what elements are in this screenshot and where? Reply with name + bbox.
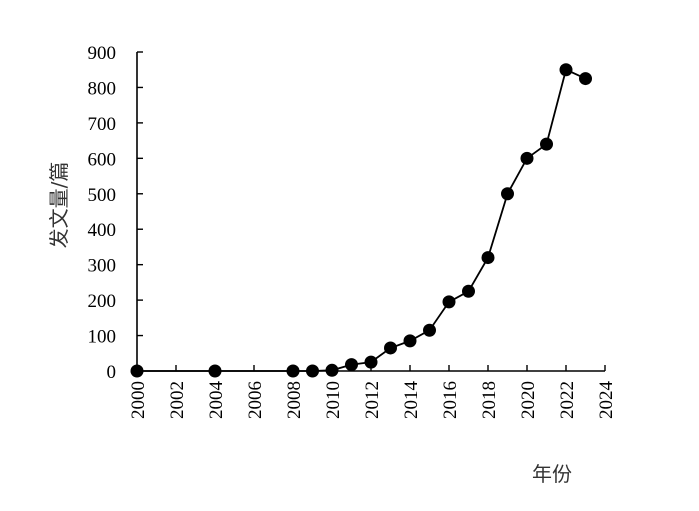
x-tick-label: 2010 (323, 381, 344, 419)
y-tick-label: 700 (88, 114, 117, 135)
x-tick-label: 2024 (596, 381, 617, 420)
data-point (423, 323, 436, 337)
x-tick-label: 2014 (401, 381, 422, 420)
x-tick-label: 2002 (167, 381, 188, 419)
x-tick-label: 2018 (479, 381, 500, 419)
y-ticks: 0 100 200 300 400 500 600 700 800 900 (88, 43, 143, 383)
data-point (384, 341, 397, 355)
y-tick-label: 900 (88, 43, 117, 64)
x-axis-title: 年份 (532, 462, 572, 486)
x-tick-label: 2012 (362, 381, 383, 419)
y-tick-label: 200 (88, 291, 117, 312)
x-tick-label: 2006 (245, 381, 266, 419)
data-point (208, 364, 222, 378)
data-point (442, 295, 456, 309)
data-point (325, 363, 339, 377)
y-tick-label: 600 (88, 149, 117, 170)
data-point (559, 63, 573, 77)
data-point (462, 284, 475, 298)
data-point (130, 364, 144, 378)
x-ticks: 2000 2002 2004 2006 2008 2010 2012 2014 2016 2018… (128, 365, 617, 419)
series-markers (130, 63, 592, 378)
plot-area (130, 63, 592, 378)
y-tick-label: 0 (107, 362, 117, 383)
data-point (403, 334, 417, 348)
data-point (520, 151, 534, 165)
x-tick-label: 2022 (557, 381, 578, 419)
data-point (364, 355, 378, 369)
x-tick-label: 2008 (284, 381, 305, 419)
x-tick-label: 2020 (518, 381, 539, 419)
data-point (286, 364, 300, 378)
data-point (481, 251, 495, 265)
y-tick-label: 800 (88, 78, 117, 99)
y-tick-label: 300 (88, 256, 117, 277)
y-tick-label: 400 (88, 220, 117, 241)
data-point (501, 187, 514, 201)
y-tick-label: 500 (88, 185, 117, 206)
data-point (579, 72, 592, 86)
data-point (540, 137, 553, 151)
x-tick-label: 2016 (440, 381, 461, 419)
y-axis-title: 发文量/篇 (47, 162, 71, 249)
y-tick-label: 100 (88, 327, 117, 348)
x-tick-label: 2004 (206, 381, 227, 420)
x-tick-label: 2000 (128, 381, 149, 419)
data-point (306, 364, 319, 378)
series-line (137, 68, 586, 372)
data-point (345, 358, 358, 372)
